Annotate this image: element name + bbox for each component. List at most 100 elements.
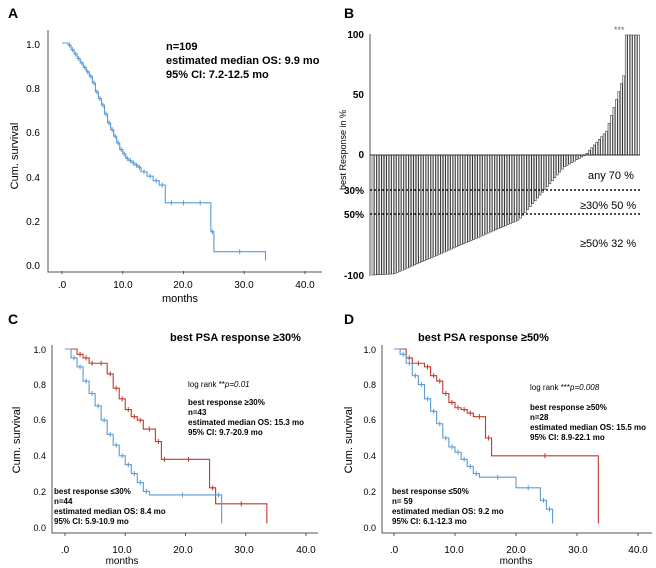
panel-c-low-median: estimated median OS: 8.4 mo (54, 507, 166, 516)
panel-c-low-label: best response ≤30% (54, 487, 131, 496)
waterfall-bar (438, 154, 441, 255)
panel-a-xtick: 30.0 (234, 280, 254, 291)
panel-a-ylabel: Cum. survival (9, 123, 21, 190)
waterfall-bar (482, 154, 485, 236)
panel-a-chart: 1.0 0.8 0.6 0.4 0.2 0.0 .0 10.0 20.0 30.… (9, 30, 322, 305)
waterfall-bar (445, 154, 448, 252)
panel-label-d: D (344, 311, 354, 327)
waterfall-bar (558, 154, 562, 173)
panel-a-ytick: 0.6 (26, 128, 40, 139)
label-any-response: any 70 % (588, 170, 634, 182)
waterfall-bar (423, 154, 426, 261)
panel-c-ylabel: Cum. survival (11, 407, 23, 474)
waterfall-bar (590, 147, 593, 156)
panel-a-xlabel: months (162, 293, 199, 305)
waterfall-bar (499, 154, 503, 228)
panel-d-axes (381, 345, 652, 534)
waterfall-bar (588, 150, 591, 156)
waterfall-bar (383, 154, 387, 275)
waterfall-bar (494, 154, 498, 231)
panel-c-high-n: n=43 (188, 408, 207, 417)
panel-c-xtick: 40.0 (296, 545, 316, 556)
panel-b-ytick: 100 (347, 30, 364, 41)
panel-d-low-n: n= 59 (392, 497, 413, 506)
waterfall-bar (428, 154, 431, 259)
panel-a-ytick: 1.0 (26, 40, 40, 51)
waterfall-bar (502, 154, 505, 227)
panel-c-xtick: 10.0 (112, 545, 132, 556)
waterfall-bar (450, 154, 453, 250)
panel-b-ytick: 30% (344, 186, 364, 197)
waterfall-bar (529, 154, 532, 207)
waterfall-bar (479, 154, 483, 237)
waterfall-bar (595, 141, 598, 156)
waterfall-bar (600, 136, 603, 156)
panel-label-c: C (8, 311, 18, 327)
survival-curve-a (394, 348, 599, 524)
waterfall-bar (610, 115, 613, 156)
waterfall-bar (467, 154, 471, 242)
panel-d-logrank: log rank ***p=0.008 (530, 383, 600, 392)
waterfall-bar (511, 154, 515, 223)
waterfall-bar (620, 83, 623, 156)
panel-d-xtick: 40.0 (628, 545, 648, 556)
panel-a-xtick: 40.0 (295, 280, 315, 291)
waterfall-bar (408, 154, 412, 268)
survival-curve-a (65, 348, 268, 524)
label-50-response: ≥50% 32 % (580, 238, 636, 250)
waterfall-bar (627, 34, 630, 156)
panel-d-high-label: best response ≥50% (530, 403, 607, 412)
panel-d-low-label: best response ≤50% (392, 487, 469, 496)
waterfall-bar (470, 154, 473, 241)
waterfall-bar (415, 154, 419, 265)
waterfall-bar (632, 34, 635, 156)
waterfall-bar (538, 154, 542, 196)
waterfall-bar (403, 154, 407, 270)
waterfall-bar (637, 34, 640, 156)
panel-c-ytick: 0.6 (33, 415, 46, 425)
waterfall-bar (452, 154, 456, 249)
waterfall-bar (556, 154, 559, 176)
waterfall-bar (420, 154, 424, 263)
panel-b-chart: 100 50 0 30% 50% -100 best Response in %… (338, 25, 640, 282)
panel-c-xlabel: months (106, 556, 139, 567)
waterfall-bar (433, 154, 436, 257)
panel-d-low-median: estimated median OS: 9.2 mo (392, 507, 504, 516)
waterfall-bar (536, 154, 539, 199)
panel-a-ytick: 0.2 (26, 217, 40, 228)
panel-a-annotation-n: n=109 (166, 41, 198, 53)
panel-a-xtick: 20.0 (173, 280, 193, 291)
waterfall-bar (474, 154, 478, 239)
panel-c-xtick: 30.0 (234, 545, 254, 556)
panel-b-ytick: -100 (344, 271, 364, 282)
panel-d-ytick: 0.4 (363, 451, 376, 461)
survival-curve-b (65, 348, 223, 524)
waterfall-bar (487, 154, 490, 234)
waterfall-bar (568, 154, 571, 165)
panel-c-logrank: log rank **p=0.01 (188, 380, 250, 389)
panel-b-significance: *** (614, 25, 625, 35)
panel-c-ytick: 0.2 (33, 487, 46, 497)
waterfall-bar (612, 107, 616, 156)
waterfall-bar (629, 34, 633, 156)
waterfall-bar (622, 75, 625, 156)
panel-b-ytick: 50 (353, 90, 365, 101)
panel-a-axes (47, 30, 322, 273)
panel-c-chart: best PSA response ≥30% 1.0 0.8 0.6 0.4 0… (11, 332, 318, 567)
waterfall-bar (514, 154, 517, 222)
waterfall-bar (592, 144, 596, 156)
waterfall-bar (411, 154, 414, 267)
waterfall-bar (371, 154, 375, 276)
waterfall-bar (526, 154, 530, 210)
waterfall-bar (565, 154, 569, 166)
waterfall-bar (563, 154, 566, 167)
waterfall-bar (570, 154, 574, 163)
panel-a-ytick: 0.8 (26, 84, 40, 95)
waterfall-bar (379, 154, 382, 275)
waterfall-bar (430, 154, 434, 258)
waterfall-bar (617, 91, 621, 156)
waterfall-bar (575, 154, 579, 161)
waterfall-bar (460, 154, 463, 245)
waterfall-bars (370, 34, 640, 276)
panel-d-chart: best PSA response ≥50% 1.0 0.8 0.6 0.4 0… (343, 332, 652, 567)
